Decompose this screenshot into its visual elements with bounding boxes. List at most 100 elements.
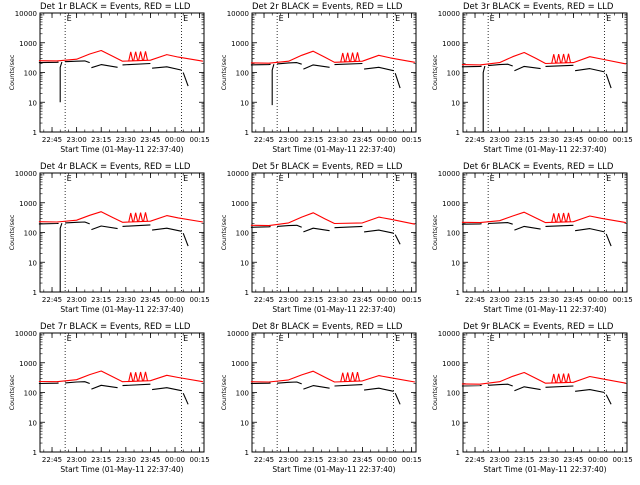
lld-spike-2 — [134, 213, 138, 222]
x-tick-label: 23:15 — [91, 136, 111, 144]
detector-panel-3: Det 3r BLACK = Events, RED = LLD11010010… — [431, 2, 633, 154]
x-tick-label: 22:45 — [254, 456, 274, 464]
events-curve-segment-1 — [251, 64, 271, 65]
events-curve-segment-3 — [303, 386, 329, 390]
events-curve-segment-5 — [575, 390, 605, 393]
lld-spike-3 — [562, 54, 566, 63]
panel-title: Det 5r BLACK = Events, RED = LLD — [252, 162, 403, 172]
detector-panel-1: Det 1r BLACK = Events, RED = LLD11010010… — [8, 2, 210, 154]
events-curve-segment-3 — [488, 64, 513, 66]
lld-spike-2 — [346, 372, 350, 381]
event-marker-label: E — [279, 174, 284, 183]
detector-panel-9: Det 9r BLACK = Events, RED = LLD11010010… — [431, 322, 633, 474]
plot-frame — [40, 333, 204, 452]
events-curve-segment-6 — [575, 69, 605, 72]
detector-panel-2: Det 2r BLACK = Events, RED = LLD11010010… — [220, 2, 422, 154]
x-tick-label: 22:45 — [42, 296, 62, 304]
event-marker-label: E — [490, 334, 495, 343]
lld-spike-4 — [567, 213, 571, 222]
events-curve-segment-3 — [65, 61, 90, 63]
x-tick-label: 23:15 — [91, 456, 111, 464]
y-tick-label: 10000 — [15, 170, 37, 178]
y-tick-label: 1 — [456, 129, 460, 137]
y-axis-label: Counts/sec — [8, 214, 16, 250]
x-tick-label: 23:30 — [539, 456, 559, 464]
plot-frame — [252, 13, 416, 132]
events-curve-segment-7 — [606, 74, 611, 88]
events-curve-segment-1 — [462, 386, 482, 387]
panel-title: Det 1r BLACK = Events, RED = LLD — [40, 2, 191, 12]
events-curve-segment-3 — [277, 63, 302, 65]
x-tick-label: 00:15 — [190, 456, 210, 464]
x-tick-label: 23:45 — [352, 136, 372, 144]
detector-panel-7: Det 7r BLACK = Events, RED = LLD11010010… — [8, 322, 210, 474]
y-axis-label: Counts/sec — [220, 214, 228, 250]
event-marker-label: E — [279, 14, 284, 23]
x-tick-label: 23:30 — [116, 456, 136, 464]
y-tick-label: 1 — [33, 289, 37, 297]
y-tick-label: 100 — [236, 70, 249, 78]
x-tick-label: 23:15 — [91, 296, 111, 304]
event-marker-label: E — [395, 14, 400, 23]
x-axis-label: Start Time (01-May-11 22:37:40) — [60, 145, 183, 154]
x-tick-label: 23:00 — [67, 456, 87, 464]
detector-panel-4: Det 4r BLACK = Events, RED = LLD11010010… — [8, 162, 210, 314]
events-curve-segment-2 — [60, 62, 62, 102]
events-curve-segment-4 — [546, 225, 574, 226]
lld-spike-1 — [129, 372, 133, 381]
events-curve-segment-2 — [277, 225, 302, 227]
y-tick-label: 100 — [236, 230, 249, 238]
events-curve-segment-3 — [91, 385, 117, 389]
x-tick-label: 00:00 — [165, 136, 185, 144]
y-tick-label: 1 — [245, 129, 249, 137]
events-curve-segment-7 — [183, 73, 188, 87]
y-tick-label: 1000 — [19, 40, 37, 48]
x-axis-label: Start Time (01-May-11 22:37:40) — [483, 145, 606, 154]
events-curve-segment-2 — [488, 223, 513, 225]
y-tick-label: 10000 — [15, 10, 37, 18]
x-tick-label: 23:30 — [539, 296, 559, 304]
event-marker-label: E — [490, 174, 495, 183]
lld-spike-1 — [341, 53, 345, 62]
x-tick-label: 00:00 — [588, 136, 608, 144]
x-tick-label: 23:15 — [303, 296, 323, 304]
x-tick-label: 23:15 — [514, 136, 534, 144]
lld-spike-4 — [356, 372, 360, 381]
events-curve-segment-4 — [335, 385, 363, 386]
event-marker-label: E — [279, 334, 284, 343]
lld-spike-3 — [139, 213, 143, 222]
x-tick-label: 00:15 — [402, 456, 422, 464]
y-tick-label: 10 — [451, 99, 460, 107]
events-curve-segment-2 — [483, 66, 485, 132]
x-tick-label: 23:45 — [140, 296, 160, 304]
x-tick-label: 23:45 — [563, 296, 583, 304]
event-marker-label: E — [395, 334, 400, 343]
lld-spike-1 — [552, 54, 556, 63]
x-tick-label: 22:45 — [42, 136, 62, 144]
y-axis-label: Counts/sec — [220, 374, 228, 410]
y-tick-label: 10000 — [15, 330, 37, 338]
lld-spike-2 — [557, 213, 561, 222]
y-tick-label: 1000 — [442, 200, 460, 208]
x-tick-label: 23:00 — [279, 456, 299, 464]
y-tick-label: 1 — [245, 289, 249, 297]
y-tick-label: 10000 — [438, 10, 460, 18]
events-curve-segment-5 — [575, 229, 605, 232]
panel-title: Det 9r BLACK = Events, RED = LLD — [463, 322, 614, 332]
x-tick-label: 00:15 — [402, 136, 422, 144]
plot-frame — [40, 173, 204, 292]
x-tick-label: 00:15 — [613, 296, 633, 304]
y-tick-label: 10 — [28, 259, 37, 267]
lld-spike-4 — [567, 373, 571, 382]
lld-spike-2 — [134, 372, 138, 381]
events-curve-segment-4 — [514, 66, 540, 70]
panel-title: Det 4r BLACK = Events, RED = LLD — [40, 162, 191, 172]
y-tick-label: 1000 — [231, 40, 249, 48]
lld-curve-segment-1 — [39, 371, 203, 382]
x-tick-label: 00:15 — [613, 136, 633, 144]
y-tick-label: 1000 — [231, 360, 249, 368]
event-marker-label: E — [606, 14, 611, 23]
x-tick-label: 23:30 — [116, 296, 136, 304]
